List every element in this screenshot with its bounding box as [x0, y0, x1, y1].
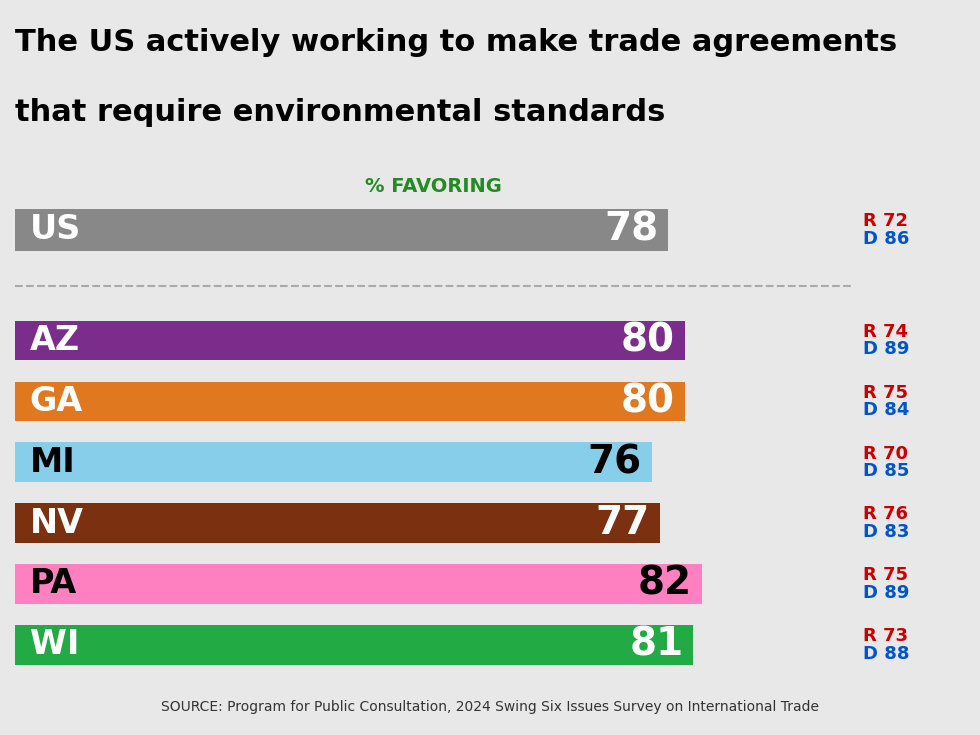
Text: R 72: R 72 [862, 212, 907, 230]
Text: AZ: AZ [29, 324, 80, 357]
Text: 82: 82 [638, 565, 692, 603]
FancyBboxPatch shape [15, 209, 668, 251]
Text: PA: PA [29, 567, 77, 600]
Text: 78: 78 [604, 211, 659, 249]
Text: SOURCE: Program for Public Consultation, 2024 Swing Six Issues Survey on Interna: SOURCE: Program for Public Consultation,… [161, 700, 819, 714]
Text: R 73: R 73 [862, 627, 907, 645]
FancyBboxPatch shape [15, 320, 685, 360]
Text: D 85: D 85 [862, 462, 909, 480]
FancyBboxPatch shape [15, 442, 652, 482]
FancyBboxPatch shape [15, 381, 685, 421]
Text: that require environmental standards: that require environmental standards [15, 98, 665, 127]
Text: R 75: R 75 [862, 384, 907, 401]
Text: D 89: D 89 [862, 584, 909, 602]
FancyBboxPatch shape [15, 625, 694, 664]
FancyBboxPatch shape [15, 564, 702, 604]
Text: % FAVORING: % FAVORING [366, 177, 502, 196]
Text: D 83: D 83 [862, 523, 909, 541]
Text: R 76: R 76 [862, 506, 907, 523]
FancyBboxPatch shape [15, 503, 660, 543]
Text: R 74: R 74 [862, 323, 907, 341]
Text: R 70: R 70 [862, 445, 907, 462]
Text: 77: 77 [596, 504, 650, 542]
Text: 80: 80 [621, 322, 675, 359]
Text: US: US [29, 213, 81, 246]
Text: 80: 80 [621, 382, 675, 420]
Text: D 88: D 88 [862, 645, 909, 662]
Text: D 86: D 86 [862, 230, 909, 248]
Text: GA: GA [29, 385, 83, 418]
Text: The US actively working to make trade agreements: The US actively working to make trade ag… [15, 29, 897, 57]
Text: WI: WI [29, 628, 79, 662]
Text: R 75: R 75 [862, 566, 907, 584]
Text: D 89: D 89 [862, 340, 909, 359]
Text: 76: 76 [587, 443, 642, 481]
Text: MI: MI [29, 445, 75, 478]
Text: D 84: D 84 [862, 401, 909, 419]
Text: 81: 81 [629, 625, 683, 664]
Text: NV: NV [29, 506, 83, 539]
